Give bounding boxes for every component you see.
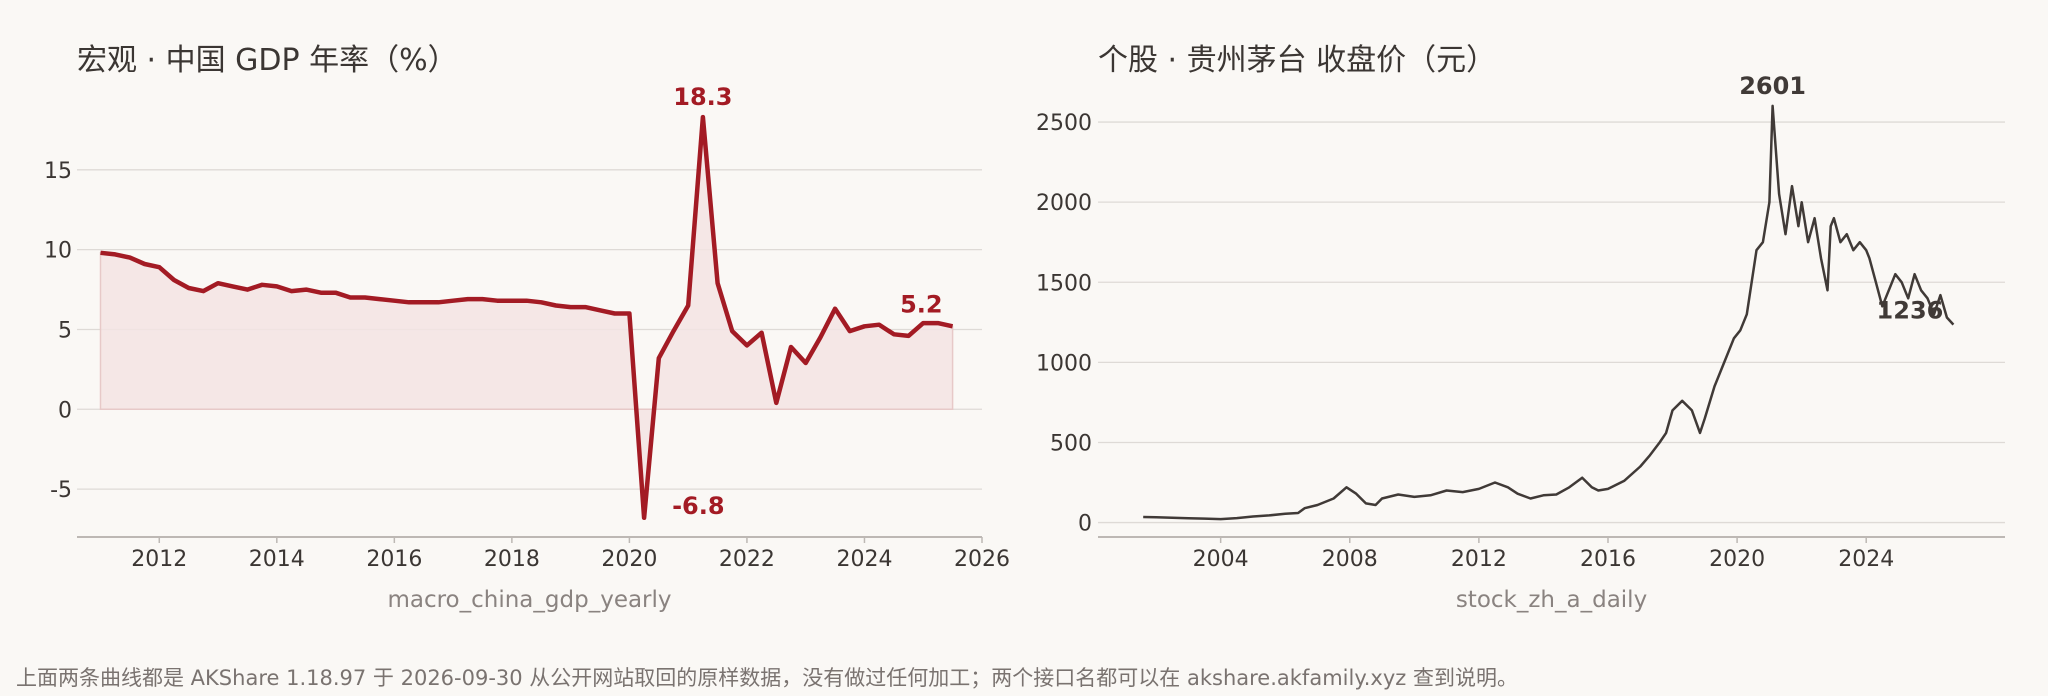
y-tick-label: -5 <box>50 478 72 503</box>
y-tick-label: 2500 <box>1036 111 1092 136</box>
y-tick-label: 10 <box>44 239 72 264</box>
y-tick-label: 0 <box>1078 512 1092 537</box>
gdp-x-axis-label: macro_china_gdp_yearly <box>387 587 671 613</box>
x-tick-label: 2018 <box>484 547 540 572</box>
gdp-y-axis: -5 0 5 10 15 <box>44 159 72 503</box>
y-tick-label: 15 <box>44 159 72 184</box>
x-tick-label: 2016 <box>366 547 422 572</box>
x-tick-label: 2022 <box>719 547 775 572</box>
x-tick-label: 2020 <box>601 547 657 572</box>
x-tick-label: 2012 <box>1451 547 1507 572</box>
data-label: -6.8 <box>672 492 724 520</box>
x-tick-label: 2008 <box>1322 547 1378 572</box>
stock-gridlines <box>1098 121 2005 538</box>
data-label: 1236 <box>1877 297 1944 325</box>
data-label: 5.2 <box>900 290 943 318</box>
stock-chart-panel: 个股 · 贵州茅台 收盘价（元） 0 500 1000 1500 2000 2500 20… <box>1036 43 2005 613</box>
x-tick-label: 2004 <box>1193 547 1249 572</box>
y-tick-label: 0 <box>58 398 72 423</box>
stock-chart-title: 个股 · 贵州茅台 收盘价（元） <box>1098 43 1496 78</box>
x-tick-label: 2024 <box>1838 547 1894 572</box>
stock-x-axis-label: stock_zh_a_daily <box>1456 587 1647 613</box>
footnote-text: 上面两条曲线都是 AKShare 1.18.97 于 2026-09-30 从公… <box>16 666 1518 690</box>
x-tick-label: 2012 <box>131 547 187 572</box>
x-tick-label: 2026 <box>954 547 1010 572</box>
x-tick-label: 2016 <box>1580 547 1636 572</box>
gdp-annotations: 18.3 -6.8 5.2 <box>672 83 943 520</box>
x-tick-label: 2020 <box>1709 547 1765 572</box>
data-label: 2601 <box>1739 72 1806 100</box>
data-label: 18.3 <box>673 83 732 111</box>
gdp-area-fill <box>99 117 954 518</box>
stock-x-axis: 2004 2008 2012 2016 2020 2024 <box>1193 537 1894 572</box>
y-tick-label: 1000 <box>1036 351 1092 376</box>
y-tick-label: 5 <box>58 318 72 343</box>
stock-annotations: 2601 1236 <box>1739 72 1943 325</box>
y-tick-label: 2000 <box>1036 191 1092 216</box>
gdp-x-axis: 2012 2014 2016 2018 2020 2022 2024 2026 <box>131 537 1010 572</box>
stock-y-axis: 0 500 1000 1500 2000 2500 <box>1036 111 1092 537</box>
x-tick-label: 2014 <box>249 547 305 572</box>
gdp-series-line <box>100 114 954 521</box>
x-tick-label: 2024 <box>836 547 892 572</box>
stock-series-line <box>1143 104 1955 521</box>
y-tick-label: 1500 <box>1036 271 1092 296</box>
y-tick-label: 500 <box>1050 431 1092 456</box>
gdp-chart-title: 宏观 · 中国 GDP 年率（%） <box>77 43 458 78</box>
